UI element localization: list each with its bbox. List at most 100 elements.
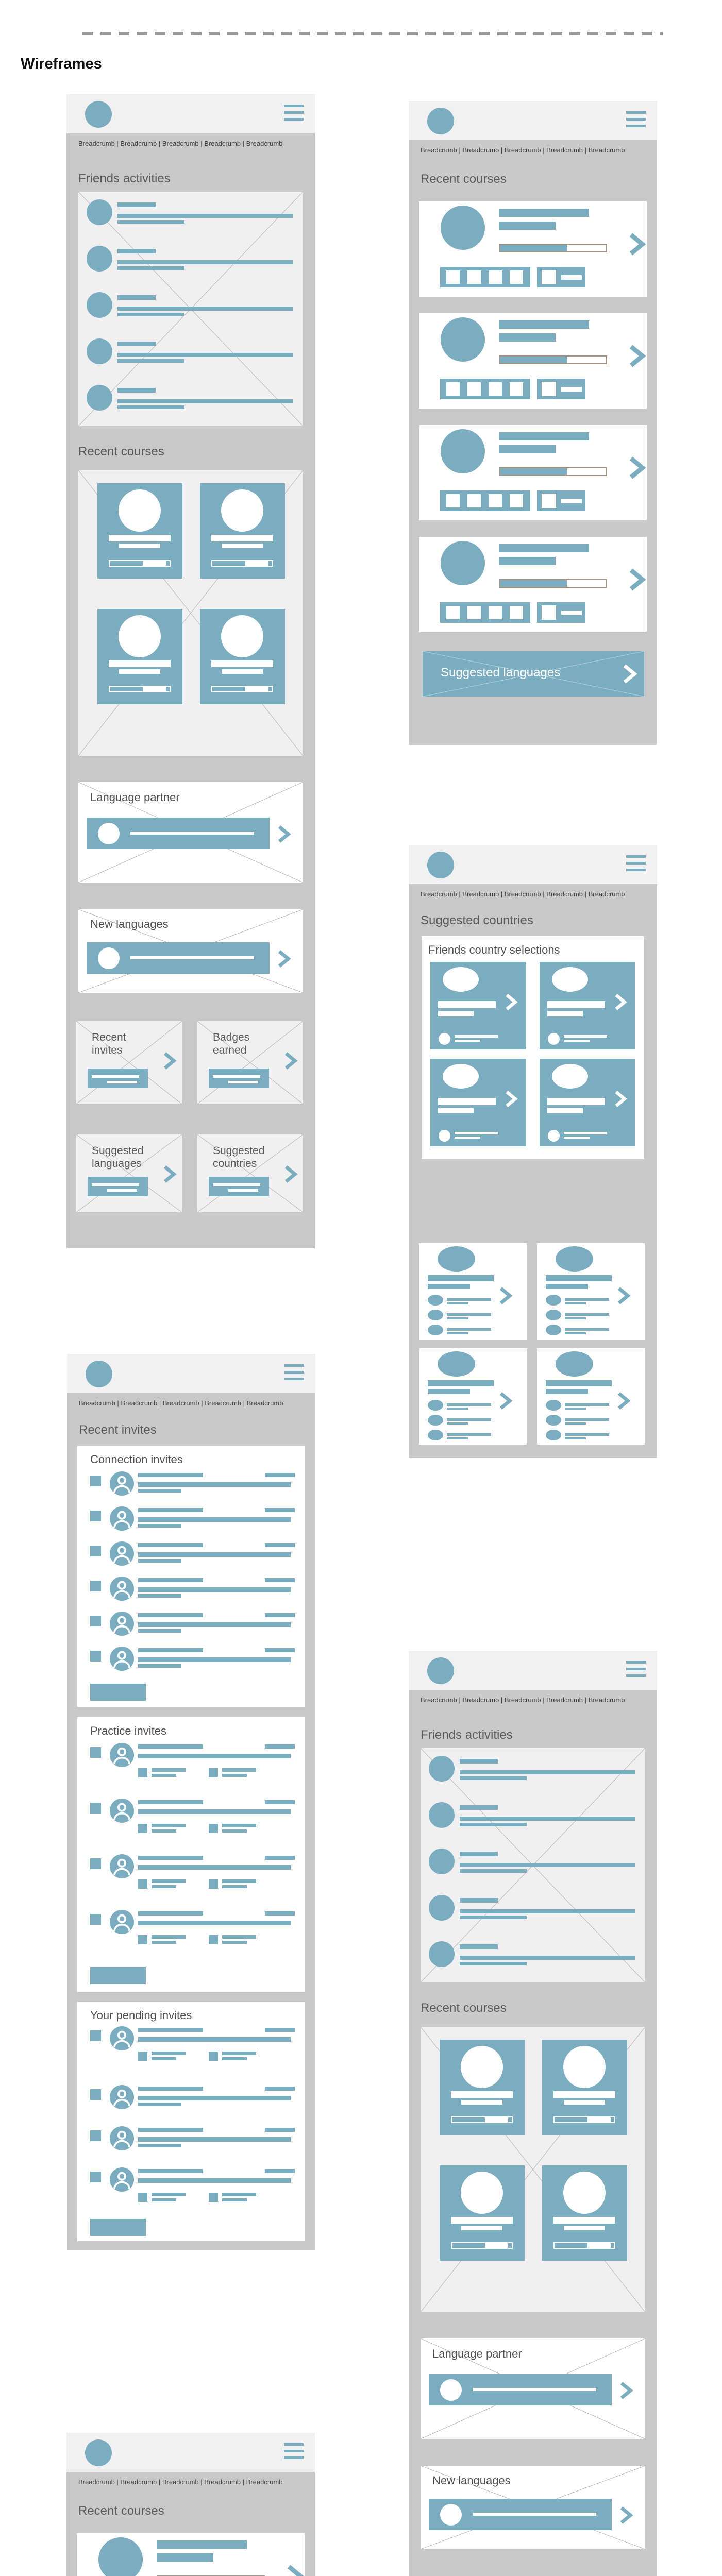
invite-row[interactable] [90, 1647, 295, 1671]
activity-list-item[interactable] [429, 1756, 635, 1782]
slider-knob[interactable] [440, 2504, 462, 2526]
breadcrumb[interactable]: Breadcrumb | Breadcrumb | Breadcrumb | B… [78, 2478, 283, 2486]
breadcrumb[interactable]: Breadcrumb | Breadcrumb | Breadcrumb | B… [79, 1399, 283, 1407]
dashboard-card-badges_earned[interactable]: Badges earned [197, 1021, 303, 1104]
search-slider-bar[interactable] [87, 942, 270, 974]
breadcrumb[interactable]: Breadcrumb | Breadcrumb | Breadcrumb | B… [421, 146, 625, 154]
invite-row[interactable] [90, 1612, 295, 1636]
chevron-right-icon[interactable] [496, 1387, 515, 1414]
country-card[interactable] [537, 1243, 645, 1340]
chevron-right-icon[interactable] [160, 1159, 179, 1189]
dashboard-card-suggested_countries[interactable]: Suggested countries [197, 1134, 303, 1212]
slider-knob[interactable] [98, 947, 120, 969]
chevron-right-icon[interactable] [614, 1282, 633, 1309]
chevron-right-icon[interactable] [612, 1086, 629, 1112]
search-slider-bar[interactable] [429, 2374, 612, 2405]
breadcrumb[interactable]: Breadcrumb | Breadcrumb | Breadcrumb | B… [421, 1696, 625, 1704]
invite-row-detailed[interactable] [90, 1799, 295, 1836]
country-selection-card[interactable] [430, 962, 526, 1049]
course-mini-card[interactable] [440, 2165, 525, 2261]
course-mini-card[interactable] [97, 483, 182, 579]
invite-row[interactable] [90, 1471, 295, 1496]
chevron-right-icon[interactable] [281, 1159, 300, 1189]
chevron-right-icon[interactable] [283, 2560, 307, 2576]
invite-row-detailed[interactable] [90, 2026, 295, 2063]
invite-row[interactable] [90, 2085, 295, 2109]
course-mini-card[interactable] [200, 609, 285, 704]
chevron-right-icon[interactable] [275, 822, 293, 846]
chevron-right-icon[interactable] [502, 989, 520, 1015]
search-slider-bar[interactable] [87, 818, 270, 849]
activity-list-item[interactable] [429, 1849, 635, 1874]
chevron-right-icon[interactable] [617, 2378, 635, 2403]
course-mini-card[interactable] [542, 2165, 627, 2261]
checkbox-placeholder[interactable] [90, 2172, 101, 2182]
invite-row-detailed[interactable] [90, 1854, 295, 1891]
course-card[interactable] [419, 313, 647, 409]
checkbox-placeholder[interactable] [90, 1581, 101, 1591]
invite-row[interactable] [90, 1541, 295, 1566]
breadcrumb[interactable]: Breadcrumb | Breadcrumb | Breadcrumb | B… [78, 140, 283, 147]
dashboard-card-suggested_languages[interactable]: Suggested languages [76, 1134, 182, 1212]
activity-list-item[interactable] [429, 1802, 635, 1828]
chevron-right-icon[interactable] [625, 452, 649, 484]
checkbox-placeholder[interactable] [90, 1476, 101, 1486]
dashboard-card-recent_invites[interactable]: Recent invites [76, 1021, 182, 1104]
course-mini-card[interactable] [97, 609, 182, 704]
breadcrumb[interactable]: Breadcrumb | Breadcrumb | Breadcrumb | B… [421, 890, 625, 898]
chevron-right-icon[interactable] [625, 564, 649, 596]
action-button[interactable] [90, 1684, 146, 1701]
hamburger-menu-icon[interactable] [626, 855, 646, 874]
course-card[interactable] [419, 537, 647, 632]
course-mini-card[interactable] [200, 483, 285, 579]
chevron-right-icon[interactable] [617, 2503, 635, 2528]
checkbox-placeholder[interactable] [90, 1616, 101, 1626]
chevron-right-icon[interactable] [619, 659, 640, 688]
hamburger-menu-icon[interactable] [626, 1661, 646, 1680]
activity-list-item[interactable] [87, 338, 293, 364]
chevron-right-icon[interactable] [625, 340, 649, 372]
action-button[interactable] [90, 2219, 146, 2236]
invite-row-detailed[interactable] [90, 2167, 295, 2205]
invite-row[interactable] [90, 1506, 295, 1531]
course-card[interactable] [419, 425, 647, 520]
chevron-right-icon[interactable] [612, 989, 629, 1015]
hamburger-menu-icon[interactable] [284, 105, 304, 123]
hamburger-menu-icon[interactable] [284, 2443, 304, 2462]
country-card[interactable] [537, 1348, 645, 1445]
slider-knob[interactable] [98, 823, 120, 844]
course-mini-card[interactable] [440, 2040, 525, 2135]
search-slider-bar[interactable] [429, 2499, 612, 2530]
chevron-right-icon[interactable] [281, 1046, 300, 1076]
activity-list-item[interactable] [87, 292, 293, 318]
hamburger-menu-icon[interactable] [626, 111, 646, 130]
checkbox-placeholder[interactable] [90, 1747, 101, 1758]
country-selection-card[interactable] [540, 962, 635, 1049]
suggested-languages-banner[interactable]: Suggested languages [423, 651, 644, 697]
chevron-right-icon[interactable] [502, 1086, 520, 1112]
checkbox-placeholder[interactable] [90, 2089, 101, 2100]
course-card[interactable] [419, 201, 647, 297]
country-card[interactable] [419, 1348, 527, 1445]
country-selection-card[interactable] [540, 1059, 635, 1146]
activity-list-item[interactable] [87, 246, 293, 272]
checkbox-placeholder[interactable] [90, 2130, 101, 2141]
checkbox-placeholder[interactable] [90, 2030, 101, 2041]
checkbox-placeholder[interactable] [90, 1511, 101, 1521]
invite-row-detailed[interactable] [90, 1910, 295, 1947]
invite-row[interactable] [90, 2126, 295, 2150]
checkbox-placeholder[interactable] [90, 1858, 101, 1869]
activity-list-item[interactable] [429, 1941, 635, 1967]
activity-list-item[interactable] [87, 199, 293, 225]
chevron-right-icon[interactable] [625, 228, 649, 260]
country-card[interactable] [419, 1243, 527, 1340]
activity-list-item[interactable] [429, 1895, 635, 1921]
checkbox-placeholder[interactable] [90, 1651, 101, 1662]
checkbox-placeholder[interactable] [90, 1914, 101, 1925]
chevron-right-icon[interactable] [496, 1282, 515, 1309]
slider-knob[interactable] [440, 2379, 462, 2401]
course-mini-card[interactable] [542, 2040, 627, 2135]
invite-row[interactable] [90, 1577, 295, 1601]
activity-list-item[interactable] [87, 385, 293, 411]
action-button[interactable] [90, 1967, 146, 1984]
